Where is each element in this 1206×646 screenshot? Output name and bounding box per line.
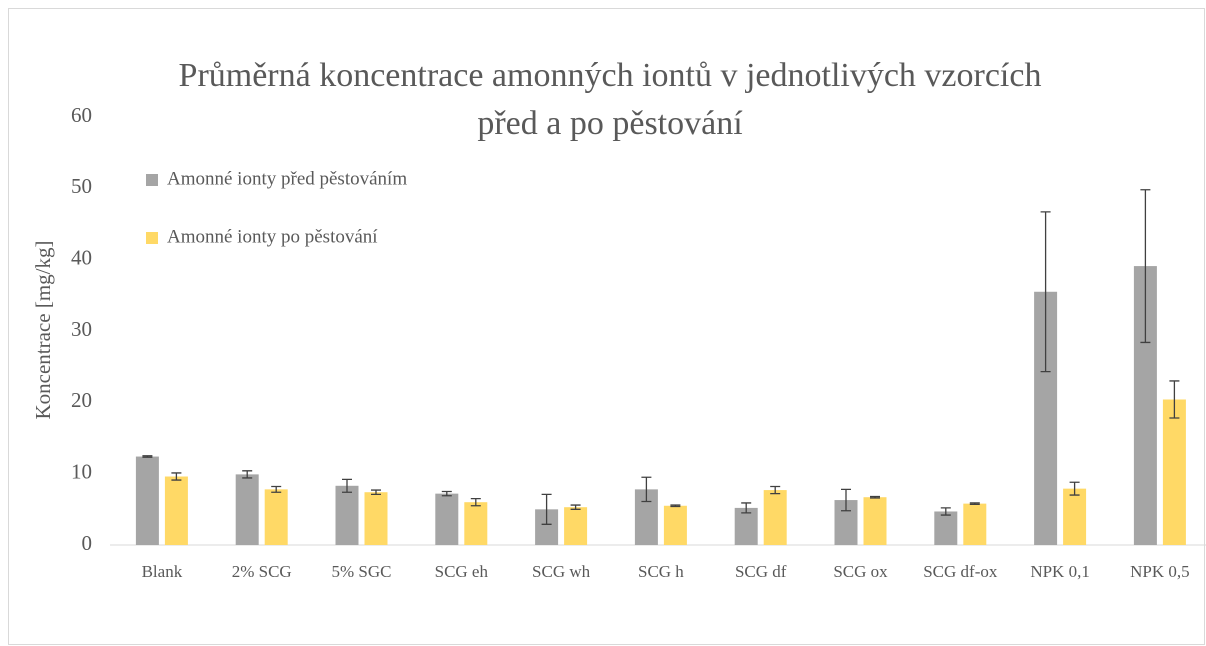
bar: [364, 492, 388, 545]
bar: [734, 507, 758, 545]
bar: [164, 476, 188, 545]
legend-label: Amonné ionty po pěstování: [167, 226, 378, 247]
legend-label: Amonné ionty před pěstováním: [167, 168, 407, 189]
error-bar: [741, 502, 752, 514]
y-tick-label: 40: [71, 245, 92, 269]
chart-frame: [8, 8, 1205, 645]
bar: [135, 456, 159, 545]
bar: [564, 507, 588, 545]
error-bar: [570, 504, 581, 510]
bar: [763, 490, 787, 545]
x-tick-label: 2% SCG: [232, 562, 292, 581]
error-bar: [342, 478, 352, 493]
error-bar: [142, 455, 153, 458]
bar: [1034, 291, 1058, 545]
error-bar: [940, 507, 951, 516]
y-tick-label: 60: [71, 103, 92, 127]
chart-title: před a po pěstování: [477, 105, 743, 142]
bar: [834, 500, 858, 545]
error-bar: [371, 489, 381, 496]
bar: [634, 489, 658, 545]
error-bar: [969, 502, 980, 505]
x-tick-label: 5% SGC: [332, 562, 392, 581]
y-tick-label: 30: [71, 317, 92, 341]
error-bar: [1140, 189, 1151, 344]
bar: [235, 474, 259, 545]
x-tick-label: NPK 0,5: [1130, 562, 1190, 581]
error-bar: [541, 493, 552, 525]
bar: [264, 489, 288, 545]
bar: [464, 502, 488, 545]
x-tick-label: NPK 0,1: [1030, 562, 1090, 581]
error-bar: [1169, 380, 1180, 419]
bar: [663, 505, 687, 545]
error-bar: [441, 490, 452, 497]
error-bar: [1040, 211, 1051, 373]
legend-swatch: [146, 232, 158, 244]
x-tick-label: SCG eh: [435, 562, 489, 581]
y-tick-label: 50: [71, 174, 92, 198]
legend-swatch: [146, 174, 158, 186]
bar: [1162, 399, 1186, 545]
bar: [535, 509, 559, 545]
bar: [435, 493, 459, 545]
x-tick-label: SCG df-ox: [923, 562, 998, 581]
error-bar: [171, 472, 182, 481]
bar: [335, 485, 359, 545]
x-tick-label: SCG ox: [833, 562, 888, 581]
error-bar: [242, 470, 253, 479]
bar: [1063, 488, 1087, 545]
bar: [934, 511, 958, 545]
error-bar: [1069, 481, 1080, 496]
y-tick-label: 20: [71, 388, 92, 412]
error-bar: [870, 495, 880, 499]
error-bar: [470, 497, 481, 507]
y-axis-label: Koncentrace [mg/kg]: [31, 240, 55, 419]
bar: [1133, 266, 1157, 545]
bar: [863, 497, 887, 545]
x-tick-label: SCG wh: [532, 562, 591, 581]
y-tick-label: 10: [71, 459, 92, 483]
error-bar: [670, 504, 681, 508]
x-tick-label: SCG df: [735, 562, 787, 581]
error-bar: [841, 488, 851, 512]
x-tick-label: Blank: [142, 562, 183, 581]
error-bar: [271, 485, 282, 493]
bar: [963, 503, 987, 545]
x-tick-label: SCG h: [638, 562, 684, 581]
error-bar: [641, 476, 652, 503]
chart-title: Průměrná koncentrace amonných iontů v je…: [179, 57, 1042, 94]
error-bar: [770, 485, 781, 495]
y-tick-label: 0: [82, 531, 93, 555]
